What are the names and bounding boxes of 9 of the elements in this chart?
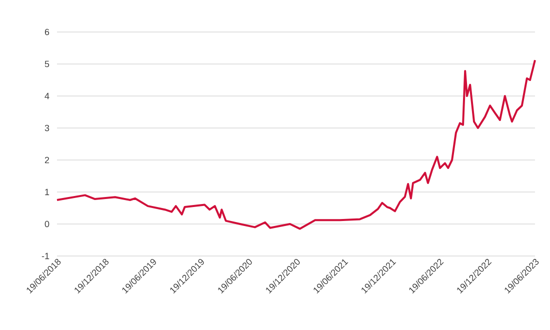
y-tick-label: 3 bbox=[44, 124, 50, 132]
y-tick-label: 1 bbox=[45, 188, 50, 196]
y-tick-label: 2 bbox=[44, 156, 50, 164]
y-tick-label: 4 bbox=[44, 92, 50, 100]
y-tick-label: 0 bbox=[44, 220, 50, 228]
y-tick-label: 5 bbox=[44, 60, 50, 68]
y-tick-label: 6 bbox=[44, 28, 50, 36]
y-tick-label: -1 bbox=[42, 252, 50, 260]
line-series bbox=[56, 59, 536, 230]
